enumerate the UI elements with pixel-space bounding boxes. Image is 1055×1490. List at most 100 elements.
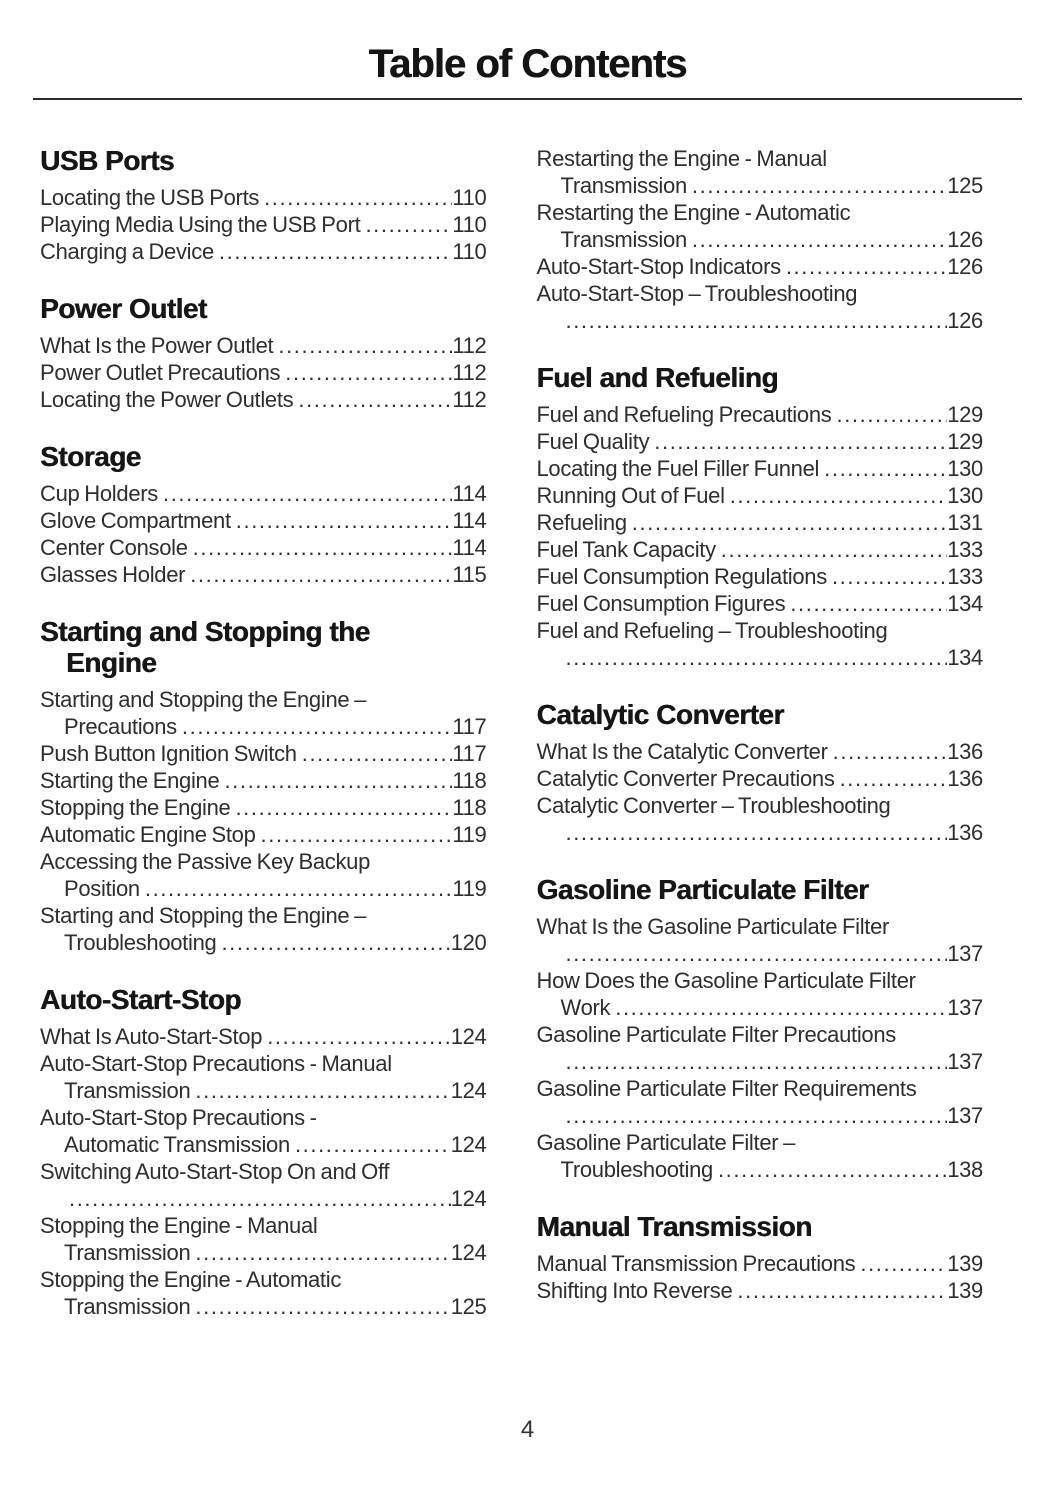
toc-entry: What Is the Catalytic Converter 136 xyxy=(537,738,984,765)
toc-entry-line: Transmission 124 xyxy=(40,1239,487,1266)
toc-entry-line: Fuel Tank Capacity 133 xyxy=(537,536,984,563)
toc-entry: Fuel Tank Capacity 133 xyxy=(537,536,984,563)
entry-label: Catalytic Converter – Troubleshooting xyxy=(536,793,891,818)
entry-label: Catalytic Converter Precautions xyxy=(536,766,835,791)
entry-page-number: 133 xyxy=(947,564,983,589)
toc-entry-line: Fuel and Refueling – Troubleshooting xyxy=(537,617,984,644)
toc-entry-line: 126 xyxy=(537,307,983,334)
toc-entry-line: Refueling 131 xyxy=(537,509,984,536)
toc-entry-line: What Is the Power Outlet 112 xyxy=(40,332,487,359)
toc-entry: Fuel and Refueling – Troubleshooting 134 xyxy=(537,617,984,671)
entry-page-number: 129 xyxy=(947,402,983,427)
toc-section: Catalytic Converter What Is the Catalytic… xyxy=(537,699,984,846)
entry-label: What Is the Gasoline Particulate Filter xyxy=(536,914,890,939)
dot-leader xyxy=(718,1156,947,1183)
toc-entry: Starting and Stopping the Engine – Precau… xyxy=(40,686,487,740)
toc-entry: Stopping the Engine - Manual Transmission… xyxy=(40,1212,487,1266)
page-title: Table of Contents xyxy=(368,42,688,86)
toc-entry: Accessing the Passive Key Backup Position… xyxy=(40,848,487,902)
entry-label: Restarting the Engine - Automatic xyxy=(536,200,851,225)
section-heading: Starting and Stopping the Engine xyxy=(40,616,487,678)
entry-page-number: 138 xyxy=(947,1157,983,1182)
dot-leader xyxy=(221,929,450,956)
entry-label: Fuel Consumption Figures xyxy=(536,591,786,616)
entry-label: Center Console xyxy=(40,535,188,560)
entry-page-number: 126 xyxy=(947,227,983,252)
entry-label: Transmission xyxy=(560,173,688,198)
entry-label: Locating the USB Ports xyxy=(40,185,260,210)
toc-entry-line: Push Button Ignition Switch 117 xyxy=(40,740,487,767)
entry-label: Running Out of Fuel xyxy=(536,483,726,508)
entry-page-number: 118 xyxy=(452,795,487,820)
section-heading-line: Power Outlet xyxy=(40,293,207,324)
entry-page-number: 124 xyxy=(450,1132,487,1157)
toc-entry-line: What Is the Gasoline Particulate Filter xyxy=(537,913,984,940)
toc-section: Storage Cup Holders 114 Glove Compartment 11… xyxy=(40,441,487,588)
toc-entry-line: Gasoline Particulate Filter Precautions xyxy=(537,1021,984,1048)
dot-leader xyxy=(235,794,452,821)
toc-entry-line: Transmission 124 xyxy=(40,1077,487,1104)
dot-leader xyxy=(737,1277,947,1304)
dot-leader xyxy=(182,713,452,740)
entry-label: Gasoline Particulate Filter Requirements xyxy=(536,1076,917,1101)
toc-entry-line: 136 xyxy=(537,819,983,846)
entry-label: Transmission xyxy=(64,1078,191,1103)
toc-entry-line: Transmission 125 xyxy=(537,172,984,199)
entry-label: Precautions xyxy=(64,714,177,739)
toc-entry-line: Locating the Fuel Filler Funnel 130 xyxy=(537,455,984,482)
entry-page-number: 119 xyxy=(452,876,487,901)
toc-entry-line: 137 xyxy=(537,1048,983,1075)
dot-leader xyxy=(721,536,947,563)
toc-entry: Fuel Consumption Figures 134 xyxy=(537,590,984,617)
toc-entry-line: Locating the Power Outlets 112 xyxy=(40,386,487,413)
entry-label: Work xyxy=(560,995,611,1020)
toc-entry: Glasses Holder 115 xyxy=(40,561,487,588)
entry-label: What Is the Catalytic Converter xyxy=(536,739,828,764)
entry-label: Glasses Holder xyxy=(40,562,186,587)
entry-label: Transmission xyxy=(560,227,688,252)
toc-entry: What Is Auto-Start-Stop 124 xyxy=(40,1023,487,1050)
entry-page-number: 112 xyxy=(452,387,487,412)
entry-label: Glove Compartment xyxy=(40,508,231,533)
toc-entry: Starting and Stopping the Engine – Troubl… xyxy=(40,902,487,956)
entry-label: Power Outlet Precautions xyxy=(40,360,281,385)
entry-page-number: 114 xyxy=(452,481,487,506)
section-heading: Storage xyxy=(40,441,487,472)
entry-page-number: 137 xyxy=(947,1049,983,1074)
dot-leader xyxy=(566,940,948,967)
toc-entry: Catalytic Converter – Troubleshooting 136 xyxy=(537,792,984,846)
toc-entry: Refueling 131 xyxy=(537,509,984,536)
entry-page-number: 110 xyxy=(452,239,487,264)
dot-leader xyxy=(193,534,453,561)
dot-leader xyxy=(832,563,947,590)
entry-label: Fuel Tank Capacity xyxy=(536,537,717,562)
entry-label: What Is Auto-Start-Stop xyxy=(40,1024,263,1049)
toc-entry: Gasoline Particulate Filter Requirements… xyxy=(537,1075,984,1129)
entry-label: Cup Holders xyxy=(40,481,158,506)
toc-entry-line: Glove Compartment 114 xyxy=(40,507,487,534)
toc-entry-line: Starting the Engine 118 xyxy=(40,767,487,794)
entry-page-number: 124 xyxy=(450,1186,487,1211)
toc-entry-line: Starting and Stopping the Engine – xyxy=(40,686,487,713)
toc-entry-line: 124 xyxy=(40,1185,487,1212)
toc-entry: Playing Media Using the USB Port 110 xyxy=(40,211,487,238)
entry-label: Gasoline Particulate Filter – xyxy=(536,1130,796,1155)
entry-label: Starting and Stopping the Engine – xyxy=(40,687,367,712)
entry-label: Refueling xyxy=(536,510,628,535)
toc-entry: Automatic Engine Stop 119 xyxy=(40,821,487,848)
entry-label: Starting the Engine xyxy=(40,768,220,793)
entry-label: Manual Transmission Precautions xyxy=(536,1251,856,1276)
toc-entry-line: Manual Transmission Precautions 139 xyxy=(537,1250,984,1277)
entry-page-number: 126 xyxy=(947,254,983,279)
toc-entry-line: Fuel and Refueling Precautions 129 xyxy=(537,401,984,428)
entry-label: What Is the Power Outlet xyxy=(40,333,274,358)
entry-label: Stopping the Engine xyxy=(40,795,231,820)
dot-leader xyxy=(219,238,452,265)
section-heading: Power Outlet xyxy=(40,293,487,324)
entry-page-number: 110 xyxy=(452,212,487,237)
entry-page-number: 118 xyxy=(452,768,487,793)
entry-label: Charging a Device xyxy=(40,239,214,264)
